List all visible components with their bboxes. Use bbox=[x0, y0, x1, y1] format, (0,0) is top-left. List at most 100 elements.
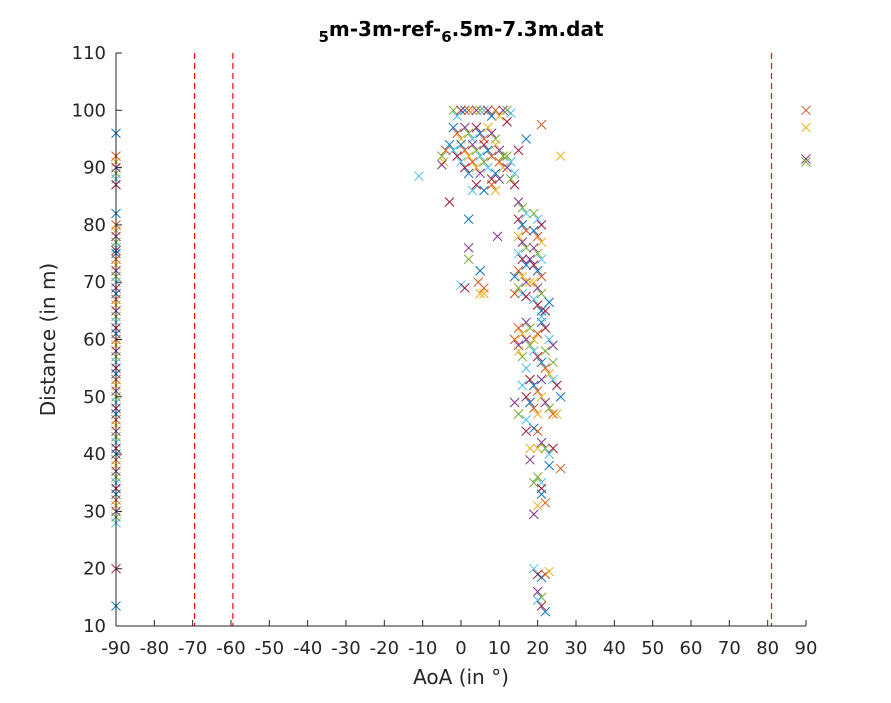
data-point bbox=[801, 157, 811, 167]
x-tick-label: -70 bbox=[178, 638, 207, 659]
data-point bbox=[513, 409, 524, 419]
x-tick-label: -60 bbox=[216, 638, 245, 659]
data-point bbox=[467, 185, 478, 196]
data-point bbox=[801, 154, 811, 164]
y-tick-label: 110 bbox=[72, 43, 106, 64]
title-part: m-3m-ref- bbox=[329, 17, 441, 41]
data-point bbox=[502, 162, 512, 173]
data-point bbox=[521, 317, 532, 328]
data-point bbox=[479, 105, 489, 116]
y-tick-label: 70 bbox=[83, 272, 106, 293]
y-tick-label: 80 bbox=[83, 215, 106, 236]
data-point bbox=[498, 162, 509, 173]
data-point bbox=[555, 151, 566, 161]
data-point bbox=[486, 111, 497, 121]
data-points bbox=[111, 105, 811, 617]
data-point bbox=[413, 171, 424, 182]
title-subscript: 6 bbox=[441, 28, 451, 46]
data-point bbox=[509, 288, 520, 299]
data-point bbox=[456, 157, 466, 167]
data-point bbox=[492, 231, 503, 242]
data-point bbox=[482, 105, 493, 116]
data-point bbox=[479, 139, 489, 150]
data-point bbox=[517, 202, 528, 213]
data-point bbox=[513, 265, 524, 276]
data-point bbox=[536, 357, 547, 368]
data-point bbox=[532, 426, 543, 437]
data-point bbox=[528, 477, 539, 488]
data-point bbox=[536, 288, 547, 299]
data-point bbox=[525, 374, 535, 385]
data-point bbox=[536, 311, 547, 322]
data-point bbox=[521, 260, 532, 270]
x-tick-label: 50 bbox=[641, 638, 664, 659]
x-tick-label: 70 bbox=[718, 638, 741, 659]
data-point bbox=[521, 225, 532, 236]
data-point bbox=[517, 220, 528, 230]
data-point bbox=[498, 105, 509, 116]
data-point bbox=[528, 346, 539, 356]
data-point bbox=[475, 288, 486, 299]
data-point bbox=[521, 291, 532, 302]
data-point bbox=[521, 242, 532, 253]
data-point bbox=[548, 409, 558, 419]
data-point bbox=[459, 105, 470, 116]
data-point bbox=[540, 346, 551, 356]
data-point bbox=[540, 363, 551, 374]
data-point bbox=[536, 601, 547, 611]
data-point bbox=[509, 168, 520, 179]
data-point bbox=[528, 242, 539, 253]
data-point bbox=[513, 346, 524, 356]
data-point bbox=[467, 105, 478, 116]
data-point bbox=[540, 606, 551, 617]
x-tick-label: -10 bbox=[408, 638, 437, 659]
y-tick-label: 50 bbox=[83, 387, 106, 408]
data-point bbox=[532, 595, 543, 606]
data-point bbox=[555, 463, 566, 474]
data-point bbox=[536, 237, 547, 247]
data-point bbox=[521, 208, 532, 219]
data-point bbox=[544, 566, 555, 577]
data-point bbox=[513, 283, 524, 293]
data-point bbox=[513, 323, 524, 333]
data-point bbox=[532, 351, 543, 362]
data-point bbox=[536, 374, 547, 385]
data-point bbox=[544, 297, 555, 308]
data-point bbox=[486, 179, 497, 190]
data-point bbox=[801, 122, 811, 133]
data-point bbox=[505, 108, 516, 119]
data-point bbox=[528, 277, 539, 288]
data-point bbox=[536, 489, 547, 500]
data-point bbox=[517, 380, 528, 391]
x-tick-label: -90 bbox=[101, 638, 130, 659]
data-point bbox=[525, 277, 535, 288]
data-point bbox=[536, 119, 547, 130]
data-point bbox=[475, 105, 486, 116]
data-point bbox=[540, 397, 551, 408]
data-point bbox=[521, 277, 532, 288]
data-point bbox=[471, 105, 482, 116]
data-point bbox=[490, 105, 501, 116]
data-point bbox=[517, 328, 528, 339]
data-point bbox=[448, 105, 459, 116]
data-point bbox=[509, 334, 520, 345]
data-point bbox=[513, 145, 524, 156]
data-point bbox=[532, 265, 543, 276]
data-point bbox=[528, 225, 539, 236]
data-point bbox=[463, 105, 474, 116]
data-point bbox=[479, 157, 489, 167]
data-point bbox=[486, 128, 497, 139]
data-point bbox=[532, 500, 543, 511]
data-point bbox=[517, 271, 528, 282]
data-point bbox=[521, 334, 532, 345]
data-point bbox=[436, 159, 447, 170]
data-point bbox=[536, 271, 547, 282]
data-point bbox=[513, 248, 524, 259]
data-point bbox=[528, 260, 539, 270]
data-point bbox=[532, 443, 543, 454]
data-point bbox=[463, 168, 474, 179]
data-point bbox=[509, 397, 520, 408]
y-ticks: 10 20 30 40 50 60 70 80 90 100 110 bbox=[72, 43, 122, 637]
data-point bbox=[482, 122, 493, 133]
y-axis-label: Distance (in m) bbox=[36, 263, 60, 417]
